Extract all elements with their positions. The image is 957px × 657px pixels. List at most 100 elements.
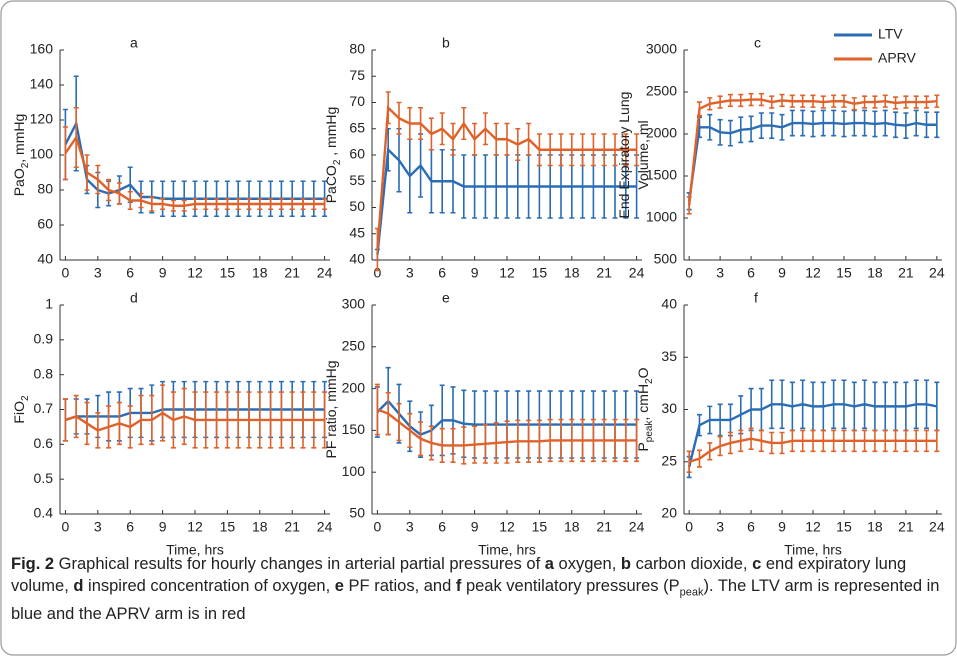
label-part: , cmH [635, 384, 651, 421]
x-tick-label: 24 [629, 265, 645, 281]
label-part: End Expiratory Lung [616, 92, 632, 219]
x-tick-label: 12 [187, 519, 203, 535]
caption-part: peak ventilatory pressures (P [461, 577, 680, 595]
x-tick-label: 15 [220, 519, 236, 535]
y-tick-label: 0.9 [34, 331, 54, 347]
x-tick-label: 6 [438, 265, 446, 281]
x-tick-label: 3 [406, 265, 414, 281]
x-tick-label: 15 [836, 265, 852, 281]
y-tick-label: 120 [30, 111, 54, 127]
x-tick-label: 0 [685, 265, 693, 281]
x-tick-label: 3 [94, 519, 102, 535]
x-tick-label: 3 [716, 265, 724, 281]
panel-letter: d [130, 290, 138, 306]
x-axis-label: Time, hrs [478, 542, 536, 558]
label-part: PaCO [323, 165, 339, 203]
x-tick-label: 3 [406, 519, 414, 535]
x-tick-label: 18 [252, 265, 268, 281]
x-tick-label: 9 [778, 265, 786, 281]
y-tick-label: 80 [349, 41, 365, 57]
series-line [376, 408, 637, 447]
y-tick-label: 150 [342, 421, 366, 437]
x-tick-label: 6 [126, 519, 134, 535]
x-tick-label: 21 [596, 519, 612, 535]
x-tick-label: 24 [929, 519, 945, 535]
x-tick-label: 21 [898, 519, 914, 535]
label-part: peak [644, 419, 655, 442]
y-tick-label: 30 [661, 400, 677, 416]
x-tick-label: 12 [187, 265, 203, 281]
legend-label: LTV [878, 26, 903, 42]
y-tick-label: 0.4 [34, 505, 54, 521]
y-tick-label: 40 [37, 251, 53, 267]
caption-part: inspired concentration of oxygen, [83, 577, 335, 595]
x-tick-label: 21 [898, 265, 914, 281]
y-tick-label: 35 [661, 348, 677, 364]
y-tick-label: 45 [349, 224, 365, 240]
x-tick-label: 24 [317, 519, 333, 535]
x-tick-label: 0 [62, 265, 70, 281]
y-tick-label: 2000 [646, 125, 677, 141]
panel-letter: f [754, 290, 758, 306]
label-part: 2 [644, 378, 655, 384]
series-line [64, 134, 325, 207]
y-tick-label: 60 [349, 146, 365, 162]
caption-part: Fig. 2 [11, 555, 55, 573]
y-tick-label: 1000 [646, 209, 677, 225]
y-tick-label: 250 [342, 338, 366, 354]
x-tick-label: 9 [778, 519, 786, 535]
y-tick-label: 3000 [646, 41, 677, 57]
y-tick-label: 140 [30, 76, 54, 92]
caption-part: Graphical results for hourly changes in … [54, 555, 545, 573]
label-part: O [635, 367, 651, 378]
x-tick-label: 18 [867, 519, 883, 535]
legend-label: APRV [878, 50, 917, 66]
panel-letter: c [754, 35, 761, 51]
x-tick-label: 3 [94, 265, 102, 281]
series-line [376, 105, 637, 250]
y-axis-label: End Expiratory Lung [616, 92, 632, 219]
y-axis-label: PaO2, mmHg [11, 114, 31, 197]
x-tick-label: 18 [564, 265, 580, 281]
y-tick-label: 20 [661, 505, 677, 521]
y-axis-label: FiO2 [11, 395, 31, 424]
y-tick-label: 65 [349, 119, 365, 135]
y-tick-label: 0.8 [34, 365, 54, 381]
x-tick-label: 15 [532, 265, 548, 281]
y-axis-label: Volume, ml [635, 120, 651, 189]
caption-part: oxygen, [553, 555, 621, 573]
caption-part: d [73, 577, 84, 595]
x-tick-label: 3 [716, 519, 724, 535]
x-tick-label: 0 [374, 519, 382, 535]
x-tick-label: 0 [685, 519, 693, 535]
caption-part: carbon dioxide, [631, 555, 753, 573]
x-tick-label: 9 [471, 265, 479, 281]
label-part: P [635, 442, 651, 451]
x-axis-label: Time, hrs [784, 542, 842, 558]
panel-letter: b [442, 35, 450, 51]
x-tick-label: 12 [499, 519, 515, 535]
x-tick-label: 9 [159, 265, 167, 281]
caption-part: b [620, 555, 631, 573]
label-part: PaO [11, 168, 27, 196]
y-axis-label: PF ratio, mmHg [323, 360, 339, 458]
y-tick-label: 50 [349, 505, 365, 521]
caption: Fig. 2 Graphical results for hourly chan… [11, 553, 946, 625]
y-tick-label: 300 [342, 296, 366, 312]
y-tick-label: 50 [349, 198, 365, 214]
series-line [65, 411, 325, 432]
y-tick-label: 0.7 [34, 400, 54, 416]
y-tick-label: 1500 [646, 167, 677, 183]
y-tick-label: 2500 [646, 83, 677, 99]
caption-part: c [752, 555, 762, 573]
label-part: 2 [20, 162, 31, 168]
y-tick-label: 100 [342, 463, 366, 479]
label-part: 2 [332, 159, 343, 165]
x-tick-label: 9 [471, 519, 479, 535]
x-tick-label: 24 [317, 265, 333, 281]
x-tick-label: 15 [836, 519, 852, 535]
x-tick-label: 18 [564, 519, 580, 535]
label-part: Volume, ml [635, 120, 651, 189]
y-axis-label: Ppeak, cmH2O [635, 367, 655, 451]
